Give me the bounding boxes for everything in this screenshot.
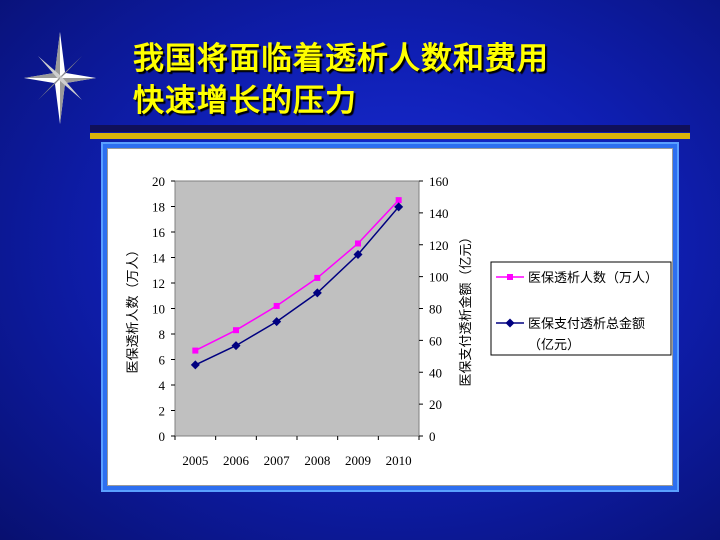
data-point-cost xyxy=(353,249,363,259)
y-left-tick-label: 4 xyxy=(159,378,166,393)
series-line-cost xyxy=(194,206,400,366)
slide-title: 我国将面临着透析人数和费用 快速增长的压力 xyxy=(133,38,549,122)
y-right-tick-label: 100 xyxy=(429,270,449,285)
chart-frame: 0 2 4 6 8 10 12 14 16 18 20 0 20 40 60 80 100 120 140 160 … xyxy=(101,142,679,492)
y-right-tick-label: 0 xyxy=(429,429,436,444)
data-point-patients xyxy=(395,197,402,204)
y-right-tick-label: 120 xyxy=(429,238,449,253)
data-point-cost xyxy=(312,288,322,298)
y-left-tick-label: 8 xyxy=(159,327,166,342)
chart-panel: 0 2 4 6 8 10 12 14 16 18 20 0 20 40 60 80 100 120 140 160 … xyxy=(107,148,673,486)
y-left-tick-label: 16 xyxy=(152,225,166,240)
y-left-tick-label: 12 xyxy=(152,276,165,291)
y-left-tick-label: 18 xyxy=(152,200,165,215)
title-line-1: 我国将面临着透析人数和费用 xyxy=(133,41,549,77)
data-point-patients xyxy=(273,302,280,309)
y-left-tick-label: 20 xyxy=(152,174,165,189)
x-tick-label: 2008 xyxy=(304,453,330,468)
legend-marker-patients xyxy=(507,274,513,280)
data-point-patients xyxy=(314,274,321,281)
y-right-tick-label: 40 xyxy=(429,365,442,380)
y-right-tick-label: 160 xyxy=(429,174,449,189)
y-right-tick-label: 140 xyxy=(429,206,449,221)
compass-star-icon xyxy=(24,32,96,124)
data-point-cost xyxy=(190,360,200,370)
series-line-patients xyxy=(194,199,400,352)
plot-area xyxy=(174,180,420,437)
y-left-tick-label: 2 xyxy=(159,404,166,419)
title-rule-dark xyxy=(90,125,690,132)
legend-label-cost-line2: （亿元） xyxy=(528,338,580,353)
y-left-tick-label: 10 xyxy=(152,302,165,317)
data-point-patients xyxy=(355,240,361,247)
y-right-tick-label: 20 xyxy=(429,397,442,412)
y-left-tick-label: 14 xyxy=(152,251,166,266)
x-tick-label: 2009 xyxy=(345,453,371,468)
x-tick-label: 2006 xyxy=(223,453,250,468)
y-left-tick-label: 0 xyxy=(159,429,166,444)
data-point-cost xyxy=(272,317,282,327)
legend-label-patients: 医保透析人数（万人） xyxy=(528,271,658,286)
y-left-tick-label: 6 xyxy=(159,353,166,368)
title-line-2: 快速增长的压力 xyxy=(133,83,357,119)
data-point-patients xyxy=(233,327,239,334)
y-right-tick-label: 60 xyxy=(429,333,442,348)
legend-marker-cost xyxy=(505,318,515,328)
data-point-patients xyxy=(192,347,199,354)
title-rule-gold xyxy=(90,133,690,139)
x-tick-label: 2005 xyxy=(182,453,208,468)
y-axis-right-label: 医保支付透析金额（亿元） xyxy=(458,230,474,386)
data-point-cost xyxy=(394,202,404,212)
y-axis-left-label: 医保透析人数（万人） xyxy=(126,243,141,373)
legend-label-cost-line1: 医保支付透析总金额 xyxy=(528,316,645,332)
x-tick-label: 2010 xyxy=(386,453,412,468)
data-point-cost xyxy=(231,341,241,351)
x-tick-label: 2007 xyxy=(264,453,291,468)
y-right-tick-label: 80 xyxy=(429,302,442,317)
